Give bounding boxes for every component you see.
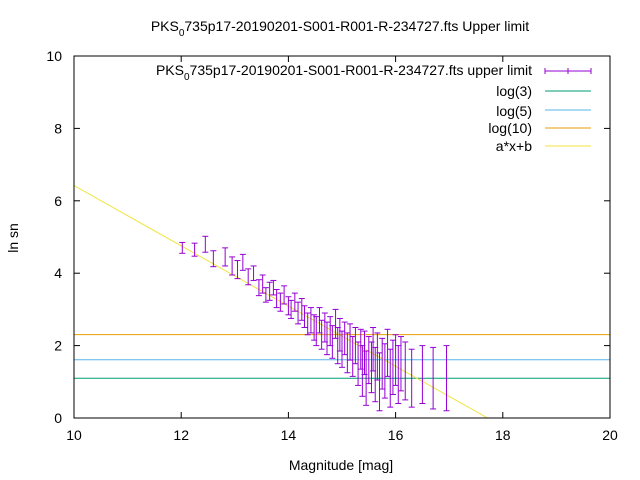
x-tick-label: 18 — [495, 427, 511, 443]
x-tick-label: 10 — [66, 427, 82, 443]
data-point — [179, 241, 186, 254]
data-point — [304, 312, 311, 336]
data-point — [352, 327, 359, 365]
legend-entry-log3: log(3) — [496, 83, 591, 99]
data-point — [329, 325, 336, 359]
y-tick-label: 10 — [46, 48, 62, 64]
data-point — [323, 321, 330, 356]
legend-label-fit: a*x+b — [496, 138, 532, 154]
data-point — [255, 279, 262, 297]
data-point — [277, 292, 284, 312]
data-point — [339, 330, 345, 368]
data-point — [376, 352, 383, 412]
data-point — [262, 287, 269, 303]
data-point — [379, 337, 386, 390]
y-tick-label: 4 — [54, 265, 62, 281]
y-tick-label: 0 — [54, 410, 62, 426]
legend-sample-upper-limit — [544, 68, 592, 74]
x-tick-label: 20 — [602, 427, 618, 443]
data-point — [365, 336, 372, 385]
data-point — [402, 341, 409, 401]
data-point — [430, 346, 437, 410]
x-tick-label: 12 — [173, 427, 189, 443]
data-point — [285, 296, 292, 316]
data-point — [443, 345, 450, 412]
data-point — [291, 292, 298, 312]
data-point — [381, 343, 388, 399]
data-point — [234, 260, 241, 280]
data-point — [344, 332, 351, 374]
legend: PKS0735p17-20190201-S001-R001-R-234727.f… — [156, 62, 592, 154]
x-axis-label: Magnitude [mag] — [289, 457, 393, 473]
data-point — [222, 247, 229, 267]
data-point — [408, 348, 415, 408]
plot-series — [74, 185, 610, 418]
data-point — [313, 316, 320, 347]
data-point — [384, 328, 391, 377]
data-point — [363, 350, 370, 406]
data-point — [419, 345, 426, 405]
legend-entry-fit: a*x+b — [496, 138, 591, 154]
chart-title: PKS0735p17-20190201-S001-R001-R-234727.f… — [151, 18, 529, 39]
legend-label-log10: log(10) — [488, 120, 532, 136]
data-point — [355, 341, 362, 386]
data-point — [239, 253, 246, 271]
data-point — [273, 288, 280, 309]
data-point — [395, 345, 402, 405]
data-point — [298, 298, 305, 321]
plot-area: 10 12 14 16 18 20 0 2 4 6 8 10 — [46, 48, 618, 443]
data-point — [295, 301, 302, 325]
plot-frame — [73, 55, 611, 419]
y-tick-label: 8 — [54, 120, 62, 136]
data-point — [191, 242, 198, 257]
legend-entry-log5: log(5) — [496, 103, 591, 119]
data-point — [245, 268, 252, 286]
data-point — [307, 307, 314, 334]
y-tick-label: 6 — [54, 193, 62, 209]
data-point — [392, 334, 399, 386]
data-point — [266, 281, 273, 301]
data-point — [270, 279, 277, 296]
data-point — [210, 250, 217, 268]
legend-label-log5: log(5) — [496, 103, 532, 119]
data-point — [229, 256, 236, 276]
y-axis-label: ln sn — [5, 223, 21, 253]
data-point — [349, 336, 356, 377]
data-point — [281, 285, 288, 305]
x-tick-label: 16 — [388, 427, 404, 443]
legend-label-log3: log(3) — [496, 83, 532, 99]
data-point — [202, 235, 209, 253]
x-tick-label: 14 — [281, 427, 297, 443]
legend-entry-upper-limit: PKS0735p17-20190201-S001-R001-R-234727.f… — [156, 62, 592, 83]
data-point — [250, 265, 257, 281]
data-point — [318, 319, 325, 350]
data-point — [389, 339, 396, 395]
data-point — [397, 336, 404, 392]
data-point — [347, 323, 354, 361]
y-tick-label: 2 — [54, 338, 62, 354]
legend-entry-log10: log(10) — [488, 120, 591, 136]
data-point — [341, 321, 348, 356]
data-point — [387, 348, 394, 408]
legend-label-upper-limit: PKS0735p17-20190201-S001-R001-R-234727.f… — [156, 62, 532, 83]
data-point — [288, 299, 295, 319]
data-point — [259, 274, 266, 294]
data-point — [301, 305, 308, 328]
